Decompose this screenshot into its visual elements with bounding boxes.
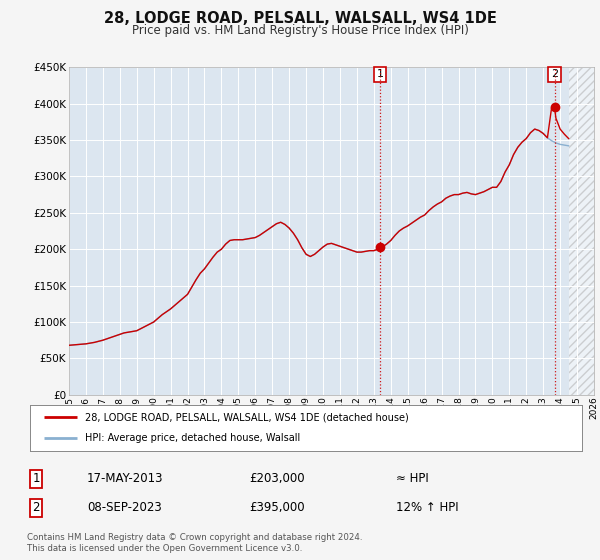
Text: 2: 2 xyxy=(551,69,558,80)
Text: ≈ HPI: ≈ HPI xyxy=(396,472,429,486)
Text: 17-MAY-2013: 17-MAY-2013 xyxy=(87,472,163,486)
Text: 1: 1 xyxy=(32,472,40,486)
Text: 28, LODGE ROAD, PELSALL, WALSALL, WS4 1DE: 28, LODGE ROAD, PELSALL, WALSALL, WS4 1D… xyxy=(104,11,496,26)
Text: 28, LODGE ROAD, PELSALL, WALSALL, WS4 1DE (detached house): 28, LODGE ROAD, PELSALL, WALSALL, WS4 1D… xyxy=(85,412,409,422)
Text: 1: 1 xyxy=(377,69,383,80)
Text: £395,000: £395,000 xyxy=(249,501,305,515)
Text: 12% ↑ HPI: 12% ↑ HPI xyxy=(396,501,458,515)
Text: Contains HM Land Registry data © Crown copyright and database right 2024.: Contains HM Land Registry data © Crown c… xyxy=(27,533,362,542)
Text: This data is licensed under the Open Government Licence v3.0.: This data is licensed under the Open Gov… xyxy=(27,544,302,553)
Bar xyxy=(569,67,594,395)
Text: HPI: Average price, detached house, Walsall: HPI: Average price, detached house, Wals… xyxy=(85,433,301,444)
Text: 2: 2 xyxy=(32,501,40,515)
Text: 08-SEP-2023: 08-SEP-2023 xyxy=(87,501,162,515)
Text: £203,000: £203,000 xyxy=(249,472,305,486)
Text: Price paid vs. HM Land Registry's House Price Index (HPI): Price paid vs. HM Land Registry's House … xyxy=(131,24,469,36)
